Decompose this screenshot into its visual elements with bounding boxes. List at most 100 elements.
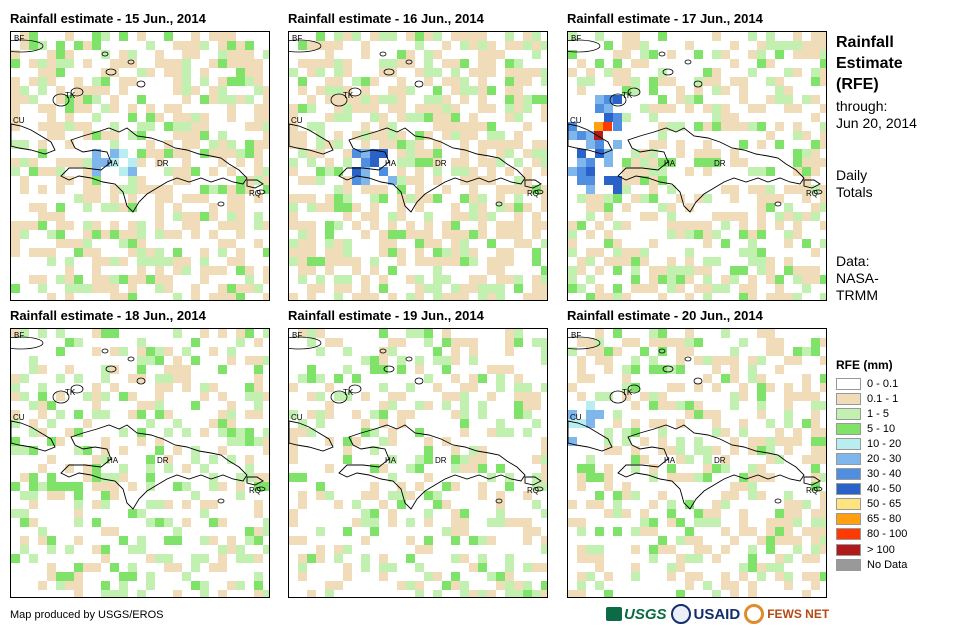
- rain-cell: [541, 545, 547, 554]
- rain-cell: [38, 77, 47, 86]
- rain-cell: [119, 230, 128, 239]
- rain-cell: [370, 464, 379, 473]
- rain-cell: [56, 167, 65, 176]
- rain-cell: [577, 527, 586, 536]
- rain-cell: [11, 230, 20, 239]
- rain-cell: [334, 248, 343, 257]
- rain-cell: [784, 554, 793, 563]
- rain-cell: [820, 275, 826, 284]
- rain-cell: [119, 473, 128, 482]
- rain-cell: [20, 329, 29, 338]
- rain-cell: [532, 293, 541, 300]
- rain-cell: [343, 437, 352, 446]
- rain-cell: [523, 77, 532, 86]
- rain-cell: [757, 464, 766, 473]
- rain-cell: [56, 221, 65, 230]
- rain-cell: [415, 239, 424, 248]
- island-outline: [136, 377, 146, 385]
- rain-cell: [289, 410, 298, 419]
- rain-cell: [56, 203, 65, 212]
- rain-cell: [65, 59, 74, 68]
- rain-cell: [173, 293, 182, 300]
- rain-cell: [110, 149, 119, 158]
- rain-cell: [352, 104, 361, 113]
- rain-cell: [83, 104, 92, 113]
- rain-cell: [200, 68, 209, 77]
- rain-cell: [748, 491, 757, 500]
- rain-cell: [658, 347, 667, 356]
- rain-cell: [101, 491, 110, 500]
- rain-cell: [128, 77, 137, 86]
- rain-cell: [406, 140, 415, 149]
- rain-cell: [703, 230, 712, 239]
- rain-cell: [236, 59, 245, 68]
- rain-cell: [442, 338, 451, 347]
- rain-cell: [65, 158, 74, 167]
- rain-cell: [388, 338, 397, 347]
- rain-cell: [478, 59, 487, 68]
- rain-cell: [658, 158, 667, 167]
- rain-cell: [748, 554, 757, 563]
- rain-cell: [92, 158, 101, 167]
- rain-cell: [83, 464, 92, 473]
- rain-cell: [173, 212, 182, 221]
- rain-cell: [586, 275, 595, 284]
- rain-cell: [173, 356, 182, 365]
- rain-cell: [478, 149, 487, 158]
- rain-cell: [685, 167, 694, 176]
- rain-cell: [137, 185, 146, 194]
- rain-cell: [442, 581, 451, 590]
- rain-cell: [595, 347, 604, 356]
- rain-cell: [514, 230, 523, 239]
- rain-cell: [343, 563, 352, 572]
- coastline: [338, 424, 526, 510]
- rain-cell: [469, 122, 478, 131]
- rain-cell: [38, 104, 47, 113]
- rain-cell: [218, 554, 227, 563]
- rain-cell: [685, 401, 694, 410]
- rain-cell: [658, 131, 667, 140]
- rain-cell: [236, 212, 245, 221]
- rain-cell: [20, 374, 29, 383]
- rain-cell: [209, 167, 218, 176]
- rain-cell: [164, 536, 173, 545]
- rain-cell: [155, 230, 164, 239]
- rain-cell: [532, 419, 541, 428]
- rain-cell: [119, 239, 128, 248]
- rain-cell: [766, 275, 775, 284]
- rain-cell: [676, 356, 685, 365]
- rain-cell: [352, 176, 361, 185]
- map-label-cu: CU: [570, 413, 582, 422]
- rain-cell: [263, 356, 269, 365]
- rain-cell: [730, 347, 739, 356]
- rain-cell: [200, 554, 209, 563]
- rain-cell: [820, 50, 826, 59]
- rain-cell: [245, 455, 254, 464]
- rain-cell: [451, 167, 460, 176]
- rain-cell: [667, 185, 676, 194]
- map-label-tk: TK: [65, 91, 76, 100]
- rain-cell: [451, 32, 460, 41]
- rain-cell: [334, 194, 343, 203]
- rain-cell: [649, 50, 658, 59]
- rain-cell: [748, 365, 757, 374]
- rain-cell: [496, 266, 505, 275]
- rain-cell: [92, 275, 101, 284]
- rain-cell: [469, 230, 478, 239]
- rain-cell: [766, 293, 775, 300]
- rain-cell: [766, 563, 775, 572]
- rain-cell: [442, 482, 451, 491]
- rain-cell: [451, 239, 460, 248]
- rain-cell: [658, 32, 667, 41]
- rain-cell: [56, 95, 65, 104]
- rain-cell: [694, 572, 703, 581]
- rain-cell: [748, 185, 757, 194]
- rain-cell: [496, 158, 505, 167]
- rain-cell: [119, 50, 128, 59]
- rain-cell: [11, 410, 20, 419]
- rain-cell: [424, 212, 433, 221]
- rain-cell: [631, 455, 640, 464]
- rain-cell: [155, 266, 164, 275]
- rain-cell: [20, 158, 29, 167]
- rain-cell: [298, 500, 307, 509]
